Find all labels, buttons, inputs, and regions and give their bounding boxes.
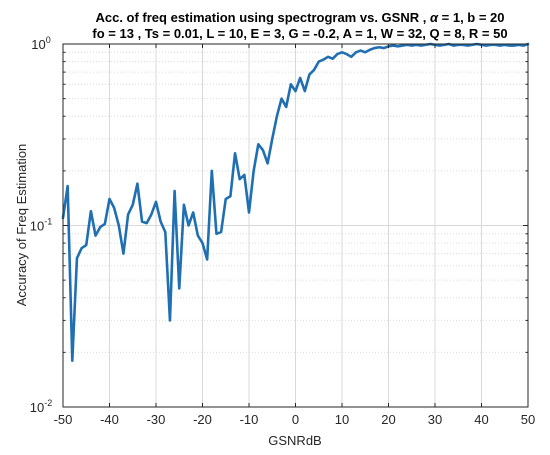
x-tick-label: -20 <box>193 412 212 427</box>
x-axis-ticks: -50 -40 -30 -20 -10 0 10 20 30 40 50 <box>54 44 535 427</box>
x-tick-label: 10 <box>335 412 349 427</box>
x-tick-label: -10 <box>240 412 259 427</box>
chart-title-line1: Acc. of freq estimation using spectrogra… <box>95 10 504 25</box>
x-tick-label: 30 <box>428 412 442 427</box>
y-tick-label: 10-1 <box>30 217 52 234</box>
y-tick-label: 100 <box>31 35 50 52</box>
chart-title-line2: fo = 13 , Ts = 0.01, L = 10, E = 3, G = … <box>92 26 507 41</box>
x-tick-label: -50 <box>54 412 73 427</box>
y-axis-label: Accuracy of Freq Estimation <box>14 144 29 307</box>
y-tick-label: 10-2 <box>30 398 52 415</box>
x-tick-label: 40 <box>474 412 488 427</box>
y-axis-ticks: 10-2 10-1 100 <box>30 35 528 415</box>
grid <box>63 44 528 407</box>
x-tick-label: 20 <box>381 412 395 427</box>
x-tick-label: -40 <box>100 412 119 427</box>
x-tick-label: -30 <box>147 412 166 427</box>
series-line <box>61 42 530 362</box>
x-tick-label: 0 <box>292 412 299 427</box>
x-tick-label: 50 <box>521 412 535 427</box>
series-layer <box>61 42 530 362</box>
x-axis-label: GSNRdB <box>268 433 321 448</box>
